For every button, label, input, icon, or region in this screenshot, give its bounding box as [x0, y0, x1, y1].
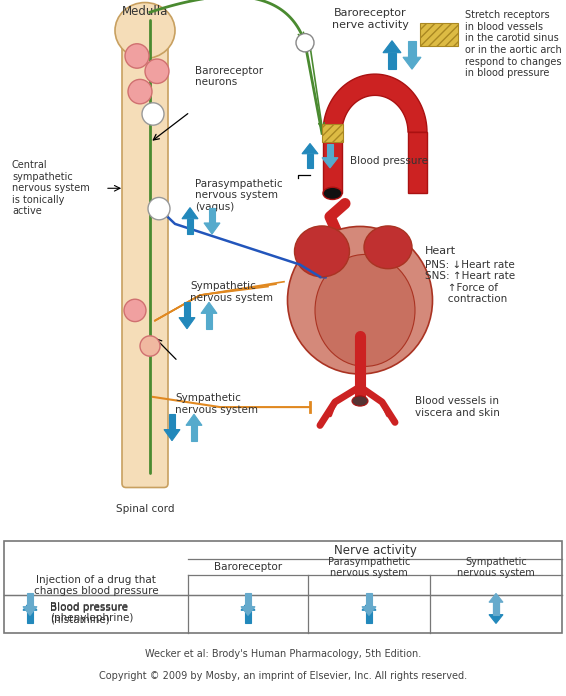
Polygon shape — [186, 414, 202, 425]
Bar — [322, 124, 343, 143]
Text: Sympathetic
nervous system: Sympathetic nervous system — [175, 393, 258, 415]
Ellipse shape — [364, 226, 412, 269]
Ellipse shape — [288, 226, 432, 374]
Polygon shape — [493, 602, 499, 615]
Text: Injection of a drug that
changes blood pressure: Injection of a drug that changes blood p… — [34, 575, 158, 596]
Polygon shape — [204, 223, 220, 234]
Text: Parasympathetic
nervous system: Parasympathetic nervous system — [328, 557, 410, 578]
Text: Wecker et al: Brody's Human Pharmacology, 5th Edition.: Wecker et al: Brody's Human Pharmacology… — [145, 649, 421, 659]
Polygon shape — [187, 219, 194, 234]
Text: Nerve activity: Nerve activity — [333, 544, 417, 557]
Polygon shape — [27, 610, 33, 624]
Polygon shape — [408, 40, 416, 57]
Polygon shape — [366, 594, 372, 607]
Polygon shape — [408, 132, 427, 193]
Polygon shape — [366, 610, 372, 624]
Circle shape — [148, 198, 170, 220]
Text: Blood pressure
(phenylephrine): Blood pressure (phenylephrine) — [50, 601, 134, 623]
Polygon shape — [327, 143, 333, 158]
Circle shape — [125, 44, 149, 68]
Ellipse shape — [115, 3, 175, 58]
Polygon shape — [23, 601, 37, 610]
Polygon shape — [191, 425, 198, 441]
Circle shape — [124, 299, 146, 322]
Ellipse shape — [323, 187, 342, 200]
Polygon shape — [245, 610, 251, 624]
Text: Baroreceptor
neurons: Baroreceptor neurons — [195, 65, 263, 87]
Text: Heart: Heart — [425, 246, 456, 256]
Text: Sympathetic
nervous system: Sympathetic nervous system — [457, 557, 535, 578]
FancyBboxPatch shape — [122, 37, 168, 487]
Polygon shape — [245, 594, 251, 607]
Text: Blood vessels in
viscera and skin: Blood vessels in viscera and skin — [415, 396, 500, 418]
Text: Blood pressure
(histamine): Blood pressure (histamine) — [50, 603, 128, 624]
Polygon shape — [383, 40, 401, 53]
Text: Blood pressure: Blood pressure — [350, 156, 428, 166]
Text: Parasympathetic
nervous system
(vagus): Parasympathetic nervous system (vagus) — [195, 179, 282, 212]
Polygon shape — [205, 313, 212, 329]
Text: Stretch receptors
in blood vessels
in the carotid sinus
or in the aortic arch
re: Stretch receptors in blood vessels in th… — [465, 10, 561, 78]
Polygon shape — [323, 132, 342, 193]
Text: Central
sympathetic
nervous system
is tonically
active: Central sympathetic nervous system is to… — [12, 160, 90, 216]
Polygon shape — [182, 207, 198, 219]
Polygon shape — [201, 302, 217, 313]
Text: Spinal cord: Spinal cord — [116, 504, 174, 514]
Polygon shape — [164, 429, 180, 441]
Text: Copyright © 2009 by Mosby, an imprint of Elsevier, Inc. All rights reserved.: Copyright © 2009 by Mosby, an imprint of… — [99, 671, 467, 681]
Polygon shape — [179, 317, 195, 329]
Polygon shape — [241, 601, 255, 610]
Polygon shape — [241, 607, 255, 615]
Text: Baroreceptor: Baroreceptor — [214, 562, 282, 572]
Circle shape — [296, 33, 314, 52]
Polygon shape — [362, 607, 376, 615]
Text: Sympathetic
nervous system: Sympathetic nervous system — [190, 281, 273, 303]
Text: PNS: ↓Heart rate
SNS: ↑Heart rate
       ↑Force of
       contraction: PNS: ↓Heart rate SNS: ↑Heart rate ↑Force… — [425, 260, 515, 304]
Polygon shape — [323, 74, 427, 132]
Polygon shape — [209, 207, 215, 223]
Polygon shape — [23, 607, 37, 615]
Ellipse shape — [294, 226, 349, 277]
Circle shape — [128, 79, 152, 104]
Polygon shape — [489, 615, 503, 624]
Circle shape — [145, 59, 169, 84]
Text: Medulla: Medulla — [122, 5, 168, 18]
Ellipse shape — [315, 255, 415, 366]
Polygon shape — [27, 594, 33, 607]
Polygon shape — [362, 601, 376, 610]
Circle shape — [142, 103, 164, 125]
Polygon shape — [302, 143, 318, 154]
Polygon shape — [322, 158, 338, 168]
Polygon shape — [169, 414, 175, 429]
Circle shape — [140, 336, 160, 356]
Text: Baroreceptor
nerve activity: Baroreceptor nerve activity — [332, 8, 409, 30]
Polygon shape — [183, 302, 190, 317]
Polygon shape — [388, 53, 396, 69]
Polygon shape — [489, 594, 503, 602]
Ellipse shape — [352, 396, 368, 406]
Polygon shape — [493, 601, 499, 615]
Polygon shape — [403, 57, 421, 69]
Polygon shape — [307, 154, 314, 168]
Bar — [420, 24, 458, 46]
